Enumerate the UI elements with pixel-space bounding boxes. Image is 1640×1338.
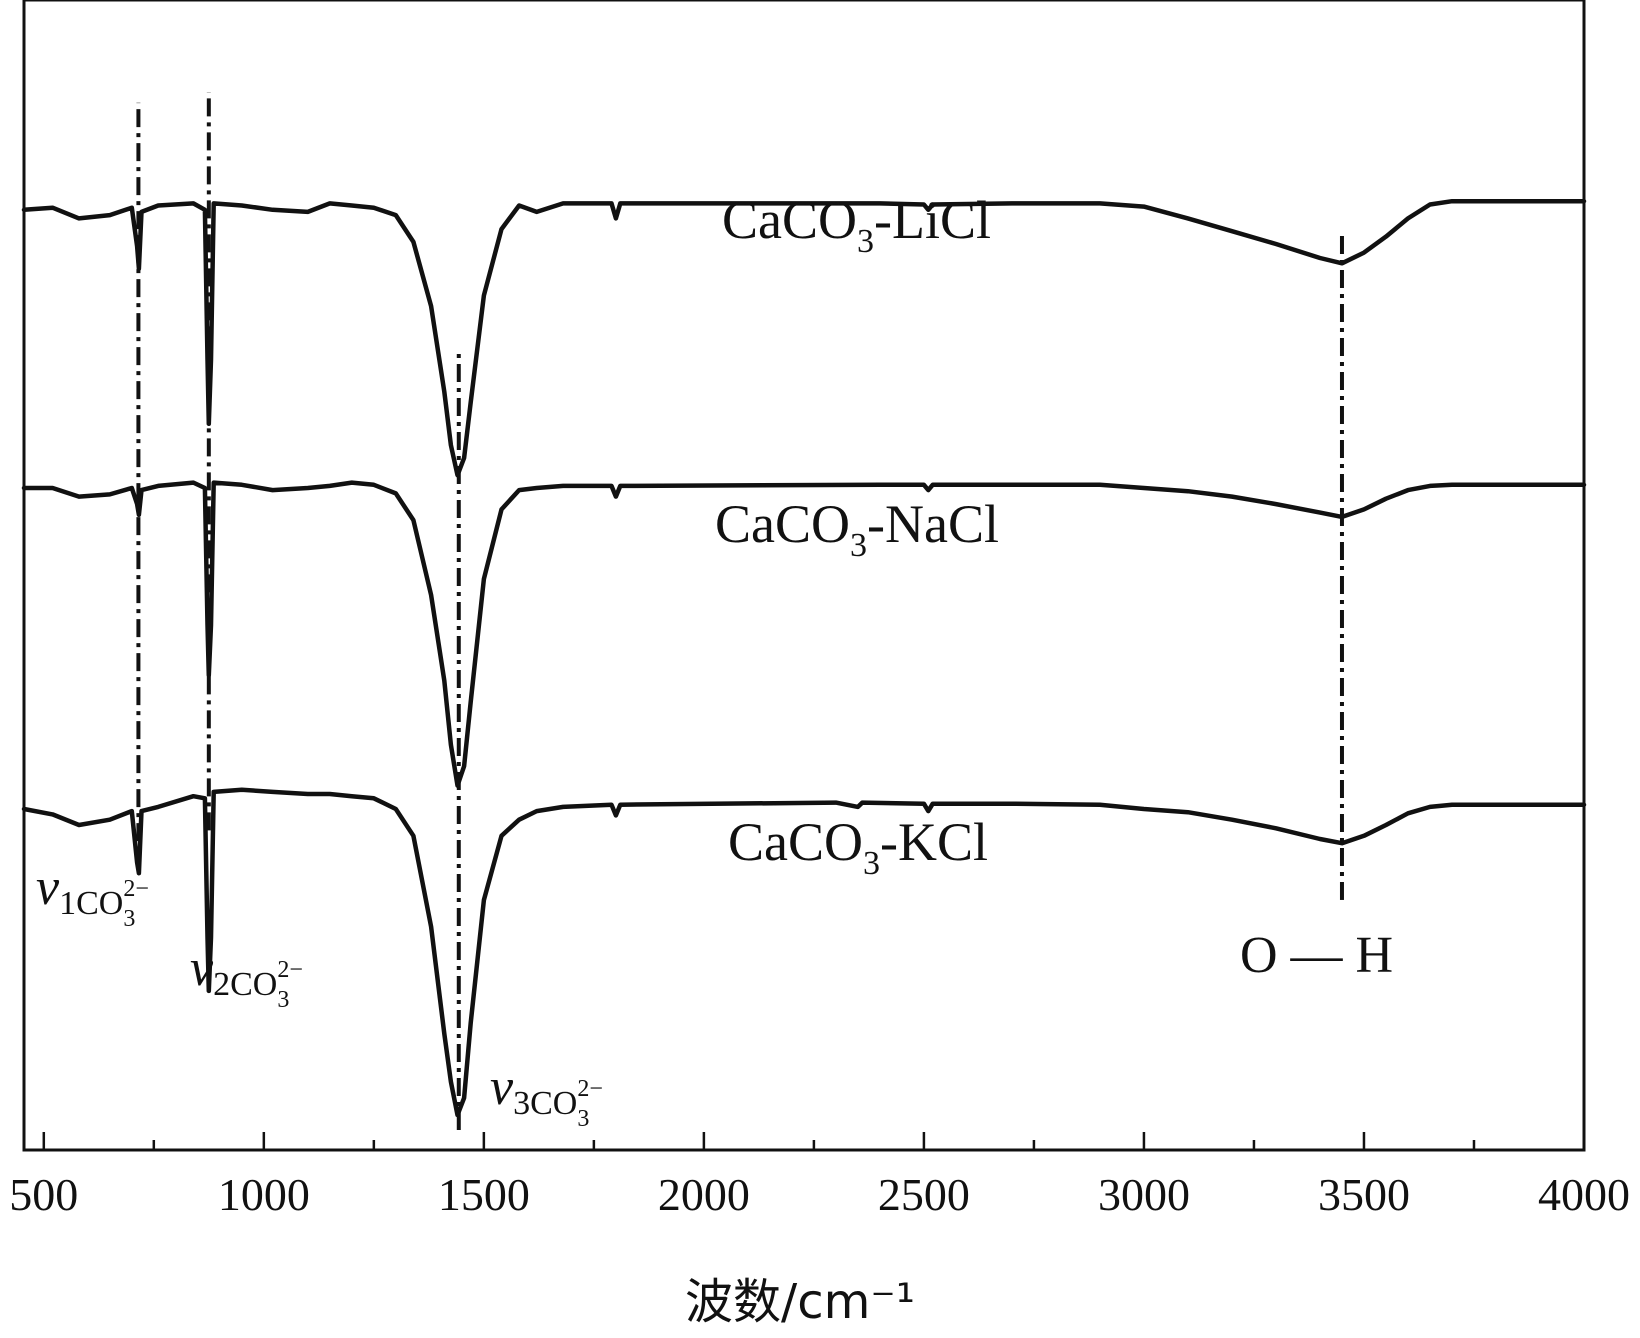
x-axis-label: 波数/cm⁻¹: [685, 1274, 915, 1330]
x-tick-label-2500: 2500: [878, 1169, 970, 1220]
x-tick-label-500: 500: [9, 1169, 78, 1220]
x-tick-label-1500: 1500: [438, 1169, 530, 1220]
annotation-v2-co3: v2CO32−: [190, 940, 303, 1013]
series-label-nacl: CaCO3-NaCl: [715, 494, 999, 564]
x-tick-label-4000: 4000: [1538, 1169, 1630, 1220]
x-axis-tick-labels: 500 1000 1500 2000 2500 3000 3500 4000: [9, 1169, 1630, 1220]
spectra-series: [21, 198, 1587, 1118]
plot-frame: [22, 0, 1586, 1152]
series-line-caco3-licl: [21, 198, 1587, 478]
annotation-v3-co3: v3CO32−: [490, 1059, 603, 1132]
x-tick-label-3000: 3000: [1098, 1169, 1190, 1220]
x-tick-label-3500: 3500: [1318, 1169, 1410, 1220]
annotation-v1-co3: v1CO32−: [36, 859, 149, 932]
x-tick-label-2000: 2000: [658, 1169, 750, 1220]
x-axis-ticks: [42, 1132, 1586, 1150]
reference-lines: [136, 92, 1344, 1130]
series-label-kcl: CaCO3-KCl: [728, 812, 988, 882]
x-tick-label-1000: 1000: [218, 1169, 310, 1220]
series-label-licl: CaCO3-LiCl: [722, 190, 991, 260]
series-line-caco3-kcl: [21, 787, 1587, 1118]
series-line-caco3-nacl: [21, 480, 1587, 788]
annotation-oh: O — H: [1240, 927, 1393, 984]
